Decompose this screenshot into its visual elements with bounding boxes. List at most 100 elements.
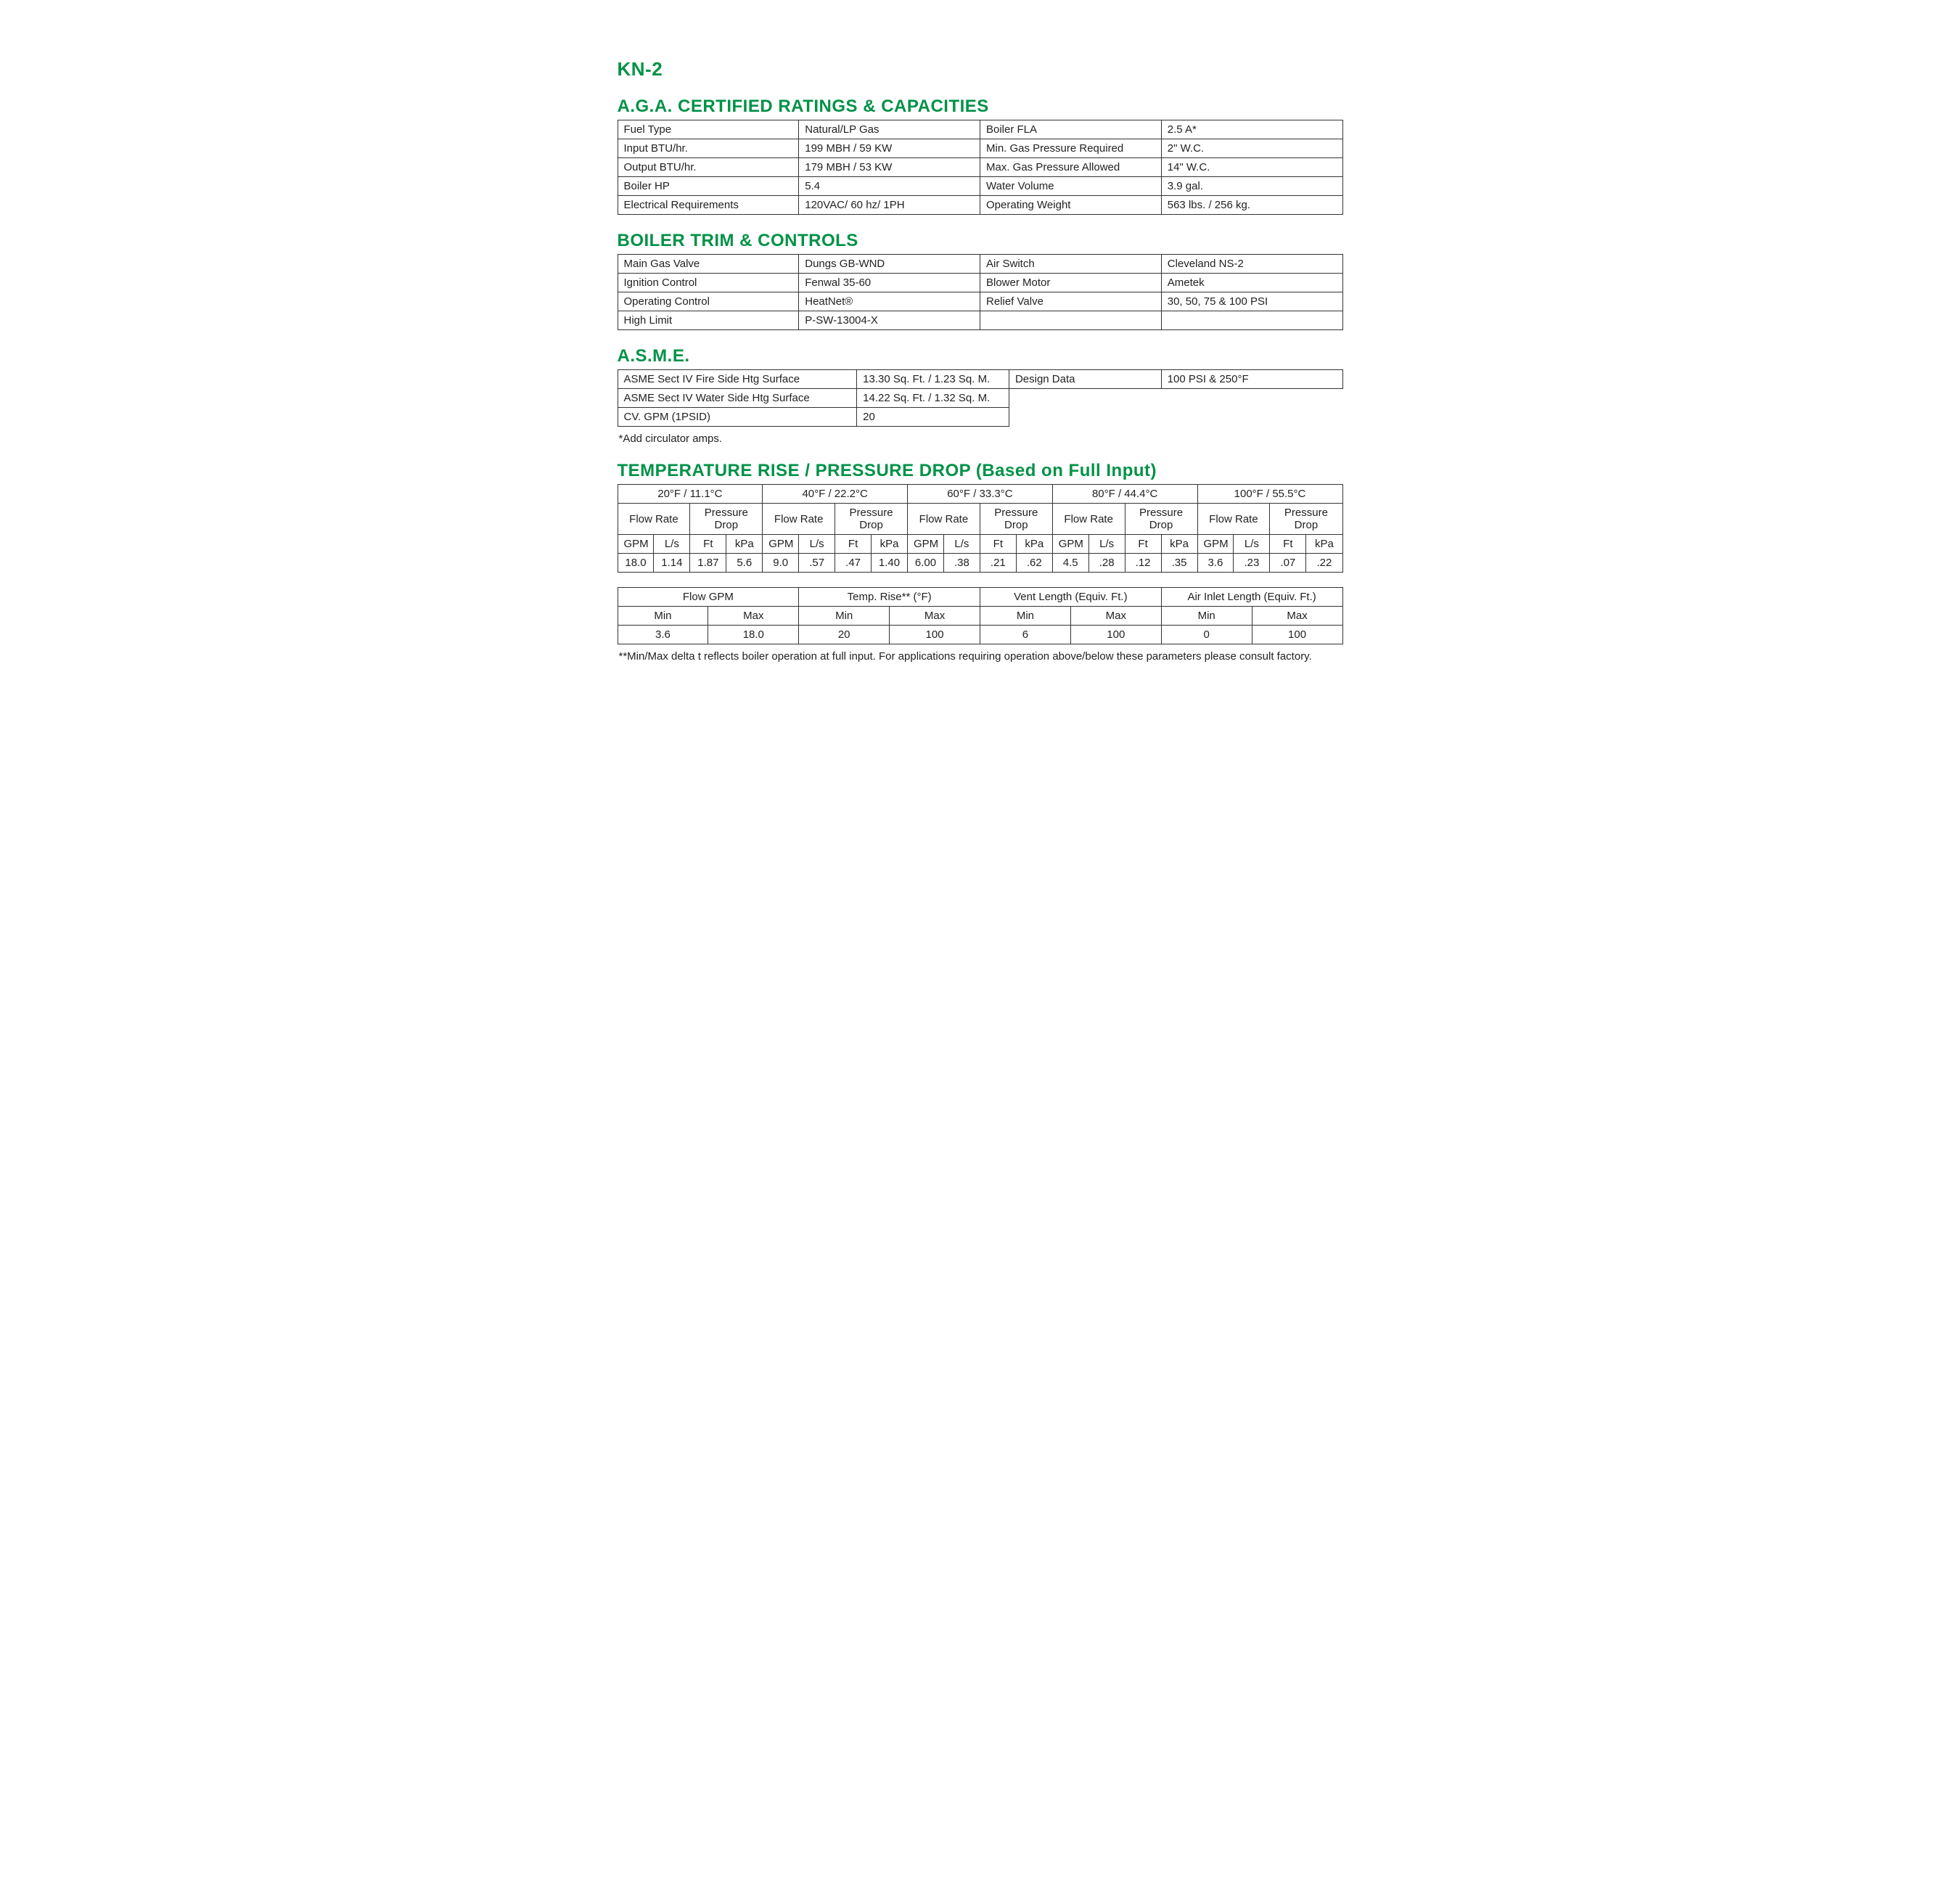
cell: Min bbox=[799, 607, 890, 626]
cell: .23 bbox=[1234, 554, 1270, 573]
cell: 2" W.C. bbox=[1161, 139, 1342, 158]
cell: Blower Motor bbox=[980, 274, 1162, 292]
cell: ASME Sect IV Fire Side Htg Surface bbox=[618, 370, 857, 389]
table-row: 18.01.141.875.69.0.57.471.406.00.38.21.6… bbox=[618, 554, 1342, 573]
cell: GPM bbox=[1197, 535, 1234, 554]
cell: 6 bbox=[980, 626, 1071, 644]
table-row: Boiler HP5.4Water Volume3.9 gal. bbox=[618, 177, 1342, 196]
flow-note: **Min/Max delta t reflects boiler operat… bbox=[619, 650, 1343, 663]
cell: Max bbox=[890, 607, 980, 626]
cell: 30, 50, 75 & 100 PSI bbox=[1161, 292, 1342, 311]
cell: Pressure Drop bbox=[1125, 504, 1197, 535]
cell: Design Data bbox=[1009, 370, 1161, 389]
cell: .07 bbox=[1270, 554, 1306, 573]
cell: 60°F / 33.3°C bbox=[908, 485, 1053, 504]
cell: 100 PSI & 250°F bbox=[1161, 370, 1342, 389]
cell bbox=[1161, 311, 1342, 330]
table-row: ASME Sect IV Water Side Htg Surface 14.2… bbox=[618, 389, 1342, 408]
cell: kPa bbox=[1306, 535, 1342, 554]
table-row: 20°F / 11.1°C40°F / 22.2°C60°F / 33.3°C8… bbox=[618, 485, 1342, 504]
table-row: 3.618.02010061000100 bbox=[618, 626, 1342, 644]
cell: ASME Sect IV Water Side Htg Surface bbox=[618, 389, 857, 408]
cell: Ft bbox=[1125, 535, 1161, 554]
cell: L/s bbox=[1088, 535, 1125, 554]
cell: P-SW-13004-X bbox=[799, 311, 980, 330]
table-row: GPML/sFtkPaGPML/sFtkPaGPML/sFtkPaGPML/sF… bbox=[618, 535, 1342, 554]
cell: 1.14 bbox=[654, 554, 690, 573]
cell: Pressure Drop bbox=[690, 504, 763, 535]
cell: Output BTU/hr. bbox=[618, 158, 799, 177]
cell: 13.30 Sq. Ft. / 1.23 Sq. M. bbox=[857, 370, 1009, 389]
table-row: Input BTU/hr.199 MBH / 59 KWMin. Gas Pre… bbox=[618, 139, 1342, 158]
table-row: Electrical Requirements120VAC/ 60 hz/ 1P… bbox=[618, 196, 1342, 215]
cell: Pressure Drop bbox=[980, 504, 1052, 535]
cell: Ignition Control bbox=[618, 274, 799, 292]
cell: .28 bbox=[1088, 554, 1125, 573]
cell: .12 bbox=[1125, 554, 1161, 573]
cell: 179 MBH / 53 KW bbox=[799, 158, 980, 177]
cell: Cleveland NS-2 bbox=[1161, 255, 1342, 274]
cell: Ft bbox=[835, 535, 872, 554]
cell: Vent Length (Equiv. Ft.) bbox=[980, 588, 1162, 607]
cell: Flow Rate bbox=[1197, 504, 1270, 535]
cell: 3.6 bbox=[1197, 554, 1234, 573]
cell: .21 bbox=[980, 554, 1016, 573]
cell: Ft bbox=[980, 535, 1016, 554]
cell: Flow GPM bbox=[618, 588, 799, 607]
cell: Flow Rate bbox=[763, 504, 835, 535]
cell: 4.5 bbox=[1052, 554, 1088, 573]
cell: Main Gas Valve bbox=[618, 255, 799, 274]
cell: kPa bbox=[726, 535, 763, 554]
cell: Water Volume bbox=[980, 177, 1162, 196]
temp-title: TEMPERATURE RISE / PRESSURE DROP (Based … bbox=[618, 461, 1343, 481]
cell: .22 bbox=[1306, 554, 1342, 573]
cell: 1.40 bbox=[872, 554, 908, 573]
cell: 0 bbox=[1161, 626, 1252, 644]
page: KN-2 A.G.A. CERTIFIED RATINGS & CAPACITI… bbox=[618, 58, 1343, 663]
cell: 14.22 Sq. Ft. / 1.32 Sq. M. bbox=[857, 389, 1009, 408]
cell: kPa bbox=[1161, 535, 1197, 554]
cell: Operating Control bbox=[618, 292, 799, 311]
cell: GPM bbox=[1052, 535, 1088, 554]
cell: .47 bbox=[835, 554, 872, 573]
cell: CV. GPM (1PSID) bbox=[618, 408, 857, 427]
cell: Flow Rate bbox=[908, 504, 980, 535]
cell: 100°F / 55.5°C bbox=[1197, 485, 1342, 504]
cell: .35 bbox=[1161, 554, 1197, 573]
asme-title: A.S.M.E. bbox=[618, 346, 1343, 366]
cell: Natural/LP Gas bbox=[799, 120, 980, 139]
cell: Fenwal 35-60 bbox=[799, 274, 980, 292]
cell bbox=[980, 311, 1162, 330]
cell: 80°F / 44.4°C bbox=[1052, 485, 1197, 504]
cell: L/s bbox=[1234, 535, 1270, 554]
table-row: Flow RatePressure DropFlow RatePressure … bbox=[618, 504, 1342, 535]
table-row: ASME Sect IV Fire Side Htg Surface 13.30… bbox=[618, 370, 1342, 389]
cell: Min bbox=[1161, 607, 1252, 626]
cell: Fuel Type bbox=[618, 120, 799, 139]
cell: Ft bbox=[690, 535, 726, 554]
cell: Relief Valve bbox=[980, 292, 1162, 311]
cell: Input BTU/hr. bbox=[618, 139, 799, 158]
cell: 1.87 bbox=[690, 554, 726, 573]
cell: 100 bbox=[1070, 626, 1161, 644]
cell: GPM bbox=[763, 535, 799, 554]
cell: Pressure Drop bbox=[1270, 504, 1342, 535]
table-row: CV. GPM (1PSID) 20 bbox=[618, 408, 1342, 427]
cell: L/s bbox=[654, 535, 690, 554]
table-row: Output BTU/hr.179 MBH / 53 KWMax. Gas Pr… bbox=[618, 158, 1342, 177]
cell: 563 lbs. / 256 kg. bbox=[1161, 196, 1342, 215]
asme-note: *Add circulator amps. bbox=[619, 433, 1343, 445]
cell: 199 MBH / 59 KW bbox=[799, 139, 980, 158]
cell: Temp. Rise** (°F) bbox=[799, 588, 980, 607]
cell: 18.0 bbox=[618, 554, 654, 573]
trim-table: Main Gas ValveDungs GB-WNDAir SwitchClev… bbox=[618, 254, 1343, 330]
cell: Boiler FLA bbox=[980, 120, 1162, 139]
cell: Electrical Requirements bbox=[618, 196, 799, 215]
cell: Max bbox=[708, 607, 799, 626]
asme-table: ASME Sect IV Fire Side Htg Surface 13.30… bbox=[618, 369, 1343, 427]
cell: 20 bbox=[857, 408, 1009, 427]
cell: Min. Gas Pressure Required bbox=[980, 139, 1162, 158]
cell: Min bbox=[618, 607, 708, 626]
cell: Max bbox=[1070, 607, 1161, 626]
ratings-title: A.G.A. CERTIFIED RATINGS & CAPACITIES bbox=[618, 97, 1343, 117]
